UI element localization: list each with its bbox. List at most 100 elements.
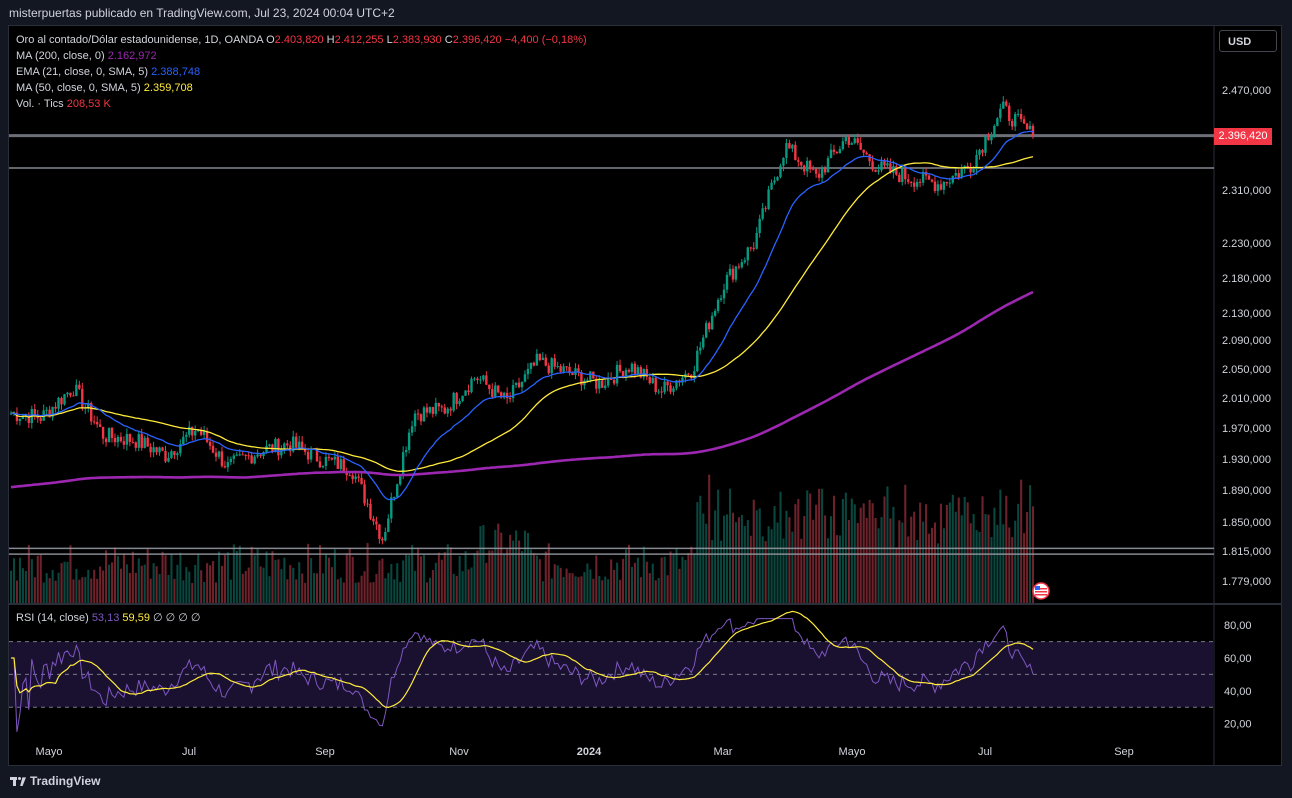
volume-bar: [910, 516, 913, 603]
candle-body: [645, 369, 648, 378]
candle-body: [1002, 101, 1005, 109]
candle-body: [390, 497, 393, 519]
candle-body: [785, 143, 788, 158]
candle-body: [283, 443, 286, 449]
candle-body: [387, 518, 390, 533]
volume-bar: [223, 554, 226, 603]
rsi-tick-label: 60,00: [1224, 653, 1252, 665]
volume-bar: [972, 513, 975, 603]
open-label: O: [266, 34, 275, 46]
candle-body: [535, 353, 539, 366]
candle-body: [45, 409, 48, 411]
candle-body: [737, 266, 741, 268]
candle-body: [473, 378, 476, 380]
candle-body: [226, 462, 230, 468]
time-tick-label: Mar: [714, 746, 733, 758]
volume-bar: [969, 523, 972, 603]
price-tick-label: 2.310,000: [1222, 185, 1271, 197]
price-tick-label: 2.180,000: [1222, 273, 1271, 285]
volume-bar: [119, 568, 123, 603]
volume-bar: [241, 573, 244, 603]
volume-bar: [87, 569, 90, 603]
candle-body: [526, 368, 530, 375]
candle-body: [672, 388, 675, 392]
candle-body: [1028, 125, 1032, 130]
candle-body: [841, 141, 845, 150]
candle-body: [978, 150, 981, 155]
candle-body: [381, 538, 384, 541]
volume-bar: [259, 566, 262, 603]
ema21-label[interactable]: EMA (21, close, 0, SMA, 5): [16, 66, 149, 78]
volume-bar: [384, 578, 387, 603]
volume-bar: [874, 517, 877, 603]
candle-body: [627, 369, 631, 372]
volume-bar: [529, 549, 532, 603]
rsi-label[interactable]: RSI (14, close): [16, 612, 89, 624]
symbol-title[interactable]: Oro al contado/Dólar estadounidense, 1D,…: [16, 34, 264, 46]
candle-body: [1031, 125, 1035, 136]
candle-body: [455, 392, 458, 404]
volume-value: 208,53 K: [66, 98, 111, 110]
candle-body: [205, 431, 209, 442]
volume-bar: [619, 579, 622, 603]
volume-bar: [506, 549, 509, 603]
volume-bar: [342, 582, 345, 603]
volume-bar: [526, 532, 530, 603]
volume-bar: [286, 579, 289, 603]
volume-bar: [155, 566, 158, 603]
currency-button[interactable]: USD: [1219, 30, 1277, 52]
volume-bar: [877, 528, 880, 603]
candle-body: [859, 142, 862, 150]
candle-body: [606, 377, 610, 386]
volume-bar: [601, 580, 604, 603]
volume-bar: [883, 496, 886, 603]
candle-body: [122, 441, 126, 445]
candle-body: [101, 426, 105, 439]
volume-bar: [1014, 520, 1017, 603]
volume-bar: [81, 577, 84, 603]
candle-body: [663, 381, 666, 393]
tradingview-logo-icon: [10, 777, 26, 787]
candle-body: [571, 372, 574, 376]
volume-bar: [737, 517, 740, 603]
volume-bar: [27, 545, 30, 603]
candle-body: [945, 181, 949, 184]
candle-body: [110, 427, 114, 438]
candle-body: [137, 434, 140, 448]
candle-body: [146, 437, 149, 447]
candle-body: [927, 175, 931, 180]
volume-bar: [105, 550, 108, 603]
volume-bar: [214, 582, 218, 603]
candle-body: [214, 452, 218, 457]
rsi-line: [11, 618, 1034, 732]
volume-label[interactable]: Vol. · Tics: [16, 98, 64, 110]
candle-body: [259, 454, 262, 457]
ma200-label[interactable]: MA (200, close, 0): [16, 50, 105, 62]
volume-bar: [642, 546, 645, 603]
volume-bar: [1029, 485, 1032, 603]
candle-body: [856, 138, 859, 143]
candle-body: [63, 394, 66, 405]
volume-bar: [212, 561, 215, 603]
volume-bar: [333, 549, 336, 603]
candle-body: [909, 181, 913, 183]
candle-body: [972, 169, 975, 173]
last-price-tag: 2.396,420: [1214, 128, 1272, 145]
volume-bar: [229, 579, 232, 603]
volume-bar: [639, 577, 642, 603]
volume-bar: [723, 515, 726, 603]
candle-body: [268, 444, 271, 447]
candle-body: [143, 437, 146, 448]
us-flag-icon[interactable]: [1031, 582, 1051, 600]
ma50-label[interactable]: MA (50, close, 0, SMA, 5): [16, 82, 141, 94]
volume-bar: [375, 573, 378, 603]
volume-bar: [336, 579, 339, 603]
volume-bar: [102, 570, 105, 603]
volume-bar: [856, 523, 859, 603]
volume-bar: [562, 577, 565, 603]
candle-body: [511, 385, 515, 399]
volume-bar: [657, 578, 660, 603]
volume-bar: [675, 548, 678, 603]
candle-body: [384, 532, 387, 541]
